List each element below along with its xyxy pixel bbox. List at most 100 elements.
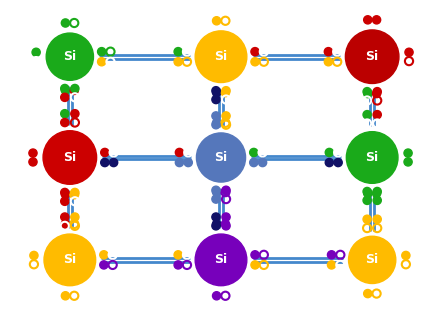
Circle shape	[363, 215, 371, 223]
Circle shape	[71, 188, 79, 197]
Circle shape	[250, 158, 258, 167]
Circle shape	[404, 149, 412, 157]
Circle shape	[195, 31, 247, 83]
Circle shape	[373, 89, 381, 98]
Circle shape	[212, 222, 220, 230]
Circle shape	[251, 251, 259, 259]
Circle shape	[61, 86, 69, 94]
Circle shape	[174, 251, 182, 259]
Circle shape	[175, 158, 183, 167]
Circle shape	[46, 33, 93, 80]
Circle shape	[328, 251, 335, 259]
Circle shape	[196, 133, 246, 182]
Circle shape	[373, 88, 381, 96]
Circle shape	[110, 158, 118, 167]
Circle shape	[98, 58, 106, 66]
Circle shape	[61, 197, 69, 205]
Text: Si: Si	[63, 253, 76, 266]
Text: Si: Si	[214, 253, 228, 266]
Circle shape	[363, 187, 371, 196]
Circle shape	[222, 222, 230, 230]
Circle shape	[373, 16, 381, 24]
Circle shape	[29, 158, 37, 166]
Circle shape	[44, 234, 95, 286]
Circle shape	[373, 111, 381, 119]
Circle shape	[32, 48, 40, 56]
Circle shape	[259, 158, 267, 167]
Circle shape	[174, 261, 182, 269]
Circle shape	[364, 189, 372, 198]
Circle shape	[222, 87, 230, 95]
Circle shape	[61, 292, 69, 300]
Circle shape	[349, 236, 396, 284]
Circle shape	[212, 195, 220, 203]
Circle shape	[184, 158, 192, 167]
Circle shape	[347, 132, 398, 183]
Circle shape	[213, 89, 221, 97]
Circle shape	[251, 58, 259, 66]
Circle shape	[61, 118, 69, 127]
Circle shape	[404, 158, 412, 166]
Text: Si: Si	[63, 151, 76, 164]
Circle shape	[373, 187, 381, 196]
Circle shape	[30, 251, 38, 260]
Circle shape	[363, 196, 371, 204]
Circle shape	[61, 84, 69, 93]
Circle shape	[213, 292, 221, 300]
Circle shape	[405, 48, 413, 56]
Circle shape	[61, 190, 69, 198]
Circle shape	[345, 30, 399, 83]
Circle shape	[328, 261, 335, 269]
Circle shape	[61, 220, 69, 228]
Circle shape	[221, 89, 229, 97]
Circle shape	[100, 261, 108, 269]
Circle shape	[101, 148, 109, 157]
Circle shape	[364, 16, 372, 24]
Circle shape	[373, 196, 381, 204]
Circle shape	[363, 111, 371, 119]
Circle shape	[174, 48, 182, 56]
Circle shape	[98, 48, 106, 56]
Text: Si: Si	[366, 151, 379, 164]
Text: Si: Si	[366, 50, 379, 63]
Circle shape	[373, 189, 381, 198]
Circle shape	[174, 58, 182, 66]
Circle shape	[212, 95, 220, 104]
Circle shape	[61, 188, 69, 197]
Circle shape	[213, 220, 221, 228]
Circle shape	[213, 119, 221, 127]
Circle shape	[71, 213, 79, 221]
Circle shape	[61, 93, 69, 101]
Circle shape	[100, 251, 108, 259]
Circle shape	[61, 213, 69, 221]
Text: Si: Si	[214, 151, 228, 164]
Circle shape	[213, 188, 221, 196]
Circle shape	[251, 48, 259, 56]
Circle shape	[212, 112, 220, 120]
Circle shape	[213, 17, 221, 25]
Circle shape	[364, 289, 372, 298]
Circle shape	[325, 158, 333, 167]
Circle shape	[212, 121, 220, 129]
Circle shape	[251, 261, 259, 269]
Circle shape	[71, 84, 79, 93]
Circle shape	[212, 213, 220, 221]
Circle shape	[61, 19, 69, 27]
Circle shape	[402, 251, 410, 260]
Circle shape	[43, 131, 97, 184]
Circle shape	[175, 148, 183, 157]
Circle shape	[71, 110, 79, 118]
Circle shape	[222, 112, 230, 120]
Circle shape	[373, 215, 381, 223]
Circle shape	[29, 149, 37, 157]
Circle shape	[364, 89, 372, 98]
Circle shape	[325, 148, 333, 157]
Circle shape	[212, 186, 220, 194]
Text: Si: Si	[63, 50, 76, 63]
Circle shape	[324, 48, 332, 56]
Circle shape	[212, 87, 220, 95]
Circle shape	[363, 88, 371, 96]
Circle shape	[324, 58, 332, 66]
Circle shape	[70, 86, 78, 94]
Text: Si: Si	[214, 50, 228, 63]
